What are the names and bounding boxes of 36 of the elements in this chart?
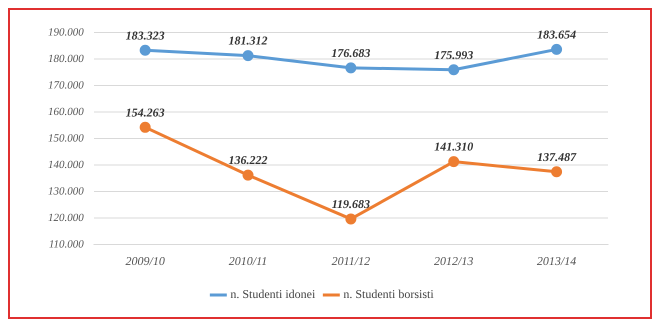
data-label: 119.683 [332, 197, 370, 212]
x-tick-label: 2010/11 [228, 254, 268, 268]
y-tick-label: 150.000 [48, 132, 84, 144]
legend-label: n. Studenti idonei [230, 287, 316, 302]
point [140, 122, 151, 133]
x-tick-label: 2013/14 [536, 254, 576, 268]
data-label: 181.312 [228, 34, 268, 48]
point [551, 166, 562, 178]
y-tick-label: 190.000 [48, 26, 84, 38]
x-tick-label: 2009/10 [126, 254, 165, 268]
data-label: 137.487 [537, 150, 578, 164]
legend-label: n. Studenti borsisti [343, 287, 434, 302]
data-label: 183.323 [126, 28, 165, 42]
point [551, 44, 562, 55]
data-label: 136.222 [228, 153, 268, 168]
y-tick-label: 110.000 [48, 238, 84, 250]
y-tick-label: 130.000 [48, 185, 84, 198]
point [140, 44, 151, 56]
y-tick-label: 140.000 [48, 158, 84, 171]
point [448, 64, 460, 76]
point [345, 213, 356, 224]
y-tick-label: 170.000 [48, 79, 84, 92]
data-label: 175.993 [434, 48, 474, 62]
data-label: 141.310 [434, 140, 474, 154]
x-tick-label: 2012/13 [434, 254, 474, 268]
data-label: 183.654 [537, 28, 576, 42]
data-label: 176.683 [331, 46, 370, 60]
y-tick-label: 120.000 [48, 212, 84, 224]
x-tick-label: 2011/12 [332, 254, 370, 268]
data-label: 154.263 [126, 105, 165, 120]
y-tick-label: 160.000 [48, 106, 84, 118]
point [242, 50, 254, 62]
y-tick-label: 180.000 [48, 52, 84, 65]
point [242, 170, 254, 181]
point [345, 62, 356, 74]
point [448, 156, 460, 168]
